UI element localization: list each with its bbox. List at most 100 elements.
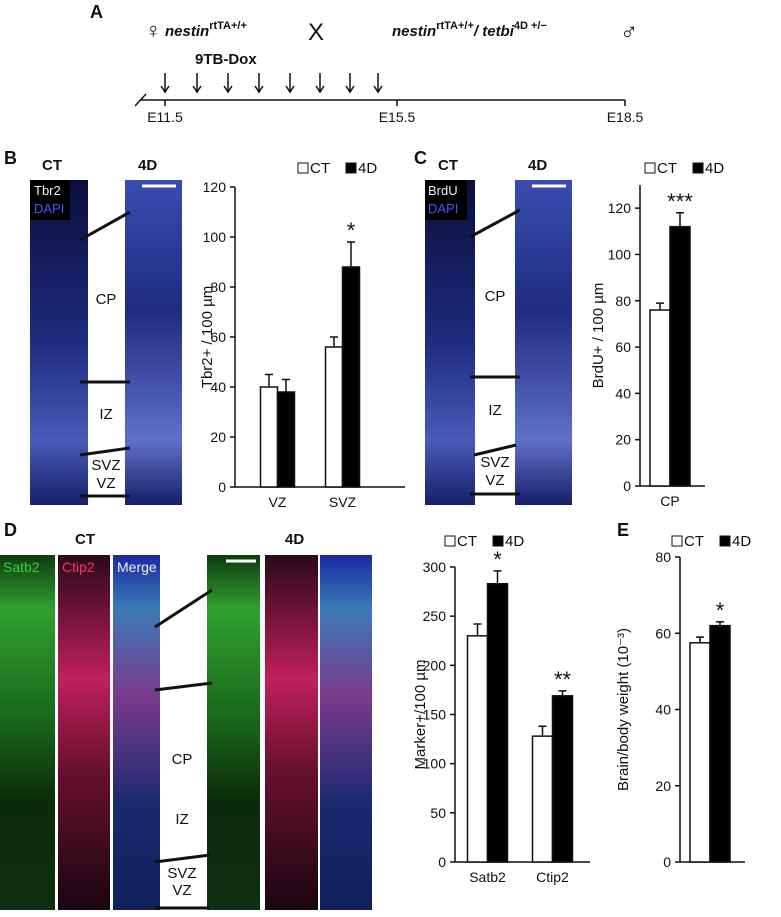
micrograph xyxy=(58,555,110,910)
legend-label: 4D xyxy=(505,533,524,550)
error-bar xyxy=(282,378,290,392)
zone-label: IZ xyxy=(175,811,188,828)
y-tick-label: 20 xyxy=(615,432,631,448)
error-bar xyxy=(558,690,567,696)
zone-label: IZ xyxy=(99,406,112,423)
legend-swatch xyxy=(345,162,357,174)
y-tick-label: 100 xyxy=(423,756,447,772)
allele: rtTA+/+ xyxy=(209,20,247,32)
y-tick-label: 200 xyxy=(423,657,447,673)
x-tick-label: VZ xyxy=(269,494,287,510)
genotype: nestinrtTA+/+ xyxy=(165,20,247,40)
group-label: 4D xyxy=(528,157,547,174)
genotype: nestinrtTA+/+/ tetbi4D +/− xyxy=(392,20,547,40)
legend-swatch xyxy=(297,162,309,174)
error-bar xyxy=(265,373,273,387)
significance: * xyxy=(493,547,502,572)
timeline xyxy=(134,93,626,107)
y-tick-label: 0 xyxy=(623,478,631,494)
significance: *** xyxy=(667,189,693,214)
error-bar xyxy=(493,570,502,584)
stain-label: Satb2 xyxy=(3,559,40,575)
allele: 4D +/− xyxy=(514,20,547,32)
y-tick-label: 80 xyxy=(210,279,226,295)
y-tick-label: 80 xyxy=(615,293,631,309)
panel-label: E xyxy=(617,520,629,540)
zone-label: VZ xyxy=(172,882,191,899)
gene: / tetbi xyxy=(473,23,515,40)
y-axis-label: Tbr2+ / 100 µm xyxy=(199,286,216,388)
error-bar xyxy=(347,241,355,267)
y-tick-label: 60 xyxy=(655,625,671,641)
y-axis-label: Marker+/100 µm xyxy=(412,660,429,770)
legend-label: 4D xyxy=(705,160,724,177)
bar xyxy=(341,266,361,488)
panel-label: D xyxy=(4,520,17,540)
y-tick-label: 0 xyxy=(663,854,671,870)
y-tick-label: 20 xyxy=(655,778,671,794)
panel-label: C xyxy=(414,148,427,168)
stain-label: BrdU xyxy=(428,183,458,198)
cross: X xyxy=(308,19,324,46)
error-bar xyxy=(538,725,547,737)
micrograph xyxy=(320,555,372,910)
bar xyxy=(259,386,279,488)
legend-label: CT xyxy=(684,533,704,550)
y-tick-label: 300 xyxy=(423,559,447,575)
y-tick-label: 50 xyxy=(430,805,446,821)
significance: * xyxy=(716,598,725,623)
zone-label: CP xyxy=(485,288,506,305)
zone-label: IZ xyxy=(488,402,501,419)
y-tick-label: 150 xyxy=(423,707,447,723)
y-tick-label: 40 xyxy=(615,385,631,401)
legend-swatch xyxy=(692,162,704,174)
group-label: CT xyxy=(75,531,95,548)
y-tick-label: 250 xyxy=(423,608,447,624)
legend-swatch xyxy=(719,535,731,547)
bar xyxy=(276,391,296,488)
legend-swatch xyxy=(444,535,456,547)
timepoint: E11.5 xyxy=(147,109,183,125)
y-axis-label: BrdU+ / 100 µm xyxy=(590,283,607,389)
bar xyxy=(709,624,731,863)
zone-label: VZ xyxy=(96,475,115,492)
y-tick-label: 40 xyxy=(210,379,226,395)
stain-label: Merge xyxy=(117,559,157,575)
y-tick-label: 20 xyxy=(210,429,226,445)
micrograph xyxy=(515,180,572,505)
zone-lines xyxy=(469,208,521,496)
legend-swatch xyxy=(671,535,683,547)
y-tick-label: 0 xyxy=(218,479,226,495)
treatment: 9TB-Dox xyxy=(195,51,257,68)
y-tick-label: 40 xyxy=(655,702,671,718)
error-bar xyxy=(676,212,684,227)
micrograph xyxy=(113,555,160,910)
bar xyxy=(486,582,509,863)
zone-label: SVZ xyxy=(167,865,196,882)
bar xyxy=(551,695,574,863)
bar xyxy=(649,309,671,487)
gene: nestin xyxy=(165,23,209,40)
zone-lines xyxy=(79,210,131,498)
error-bar xyxy=(696,636,704,643)
zone-label: VZ xyxy=(485,472,504,489)
error-bar xyxy=(330,336,338,347)
y-tick-label: 0 xyxy=(438,854,446,870)
group-label: CT xyxy=(438,157,458,174)
timepoint: E18.5 xyxy=(607,109,644,125)
bar xyxy=(669,225,691,487)
zone-lines xyxy=(154,588,213,910)
x-tick-label: CP xyxy=(660,493,679,509)
dox-arrows xyxy=(160,73,383,94)
timepoint: E15.5 xyxy=(379,109,416,125)
legend-label: 4D xyxy=(358,160,377,177)
stain-label: DAPI xyxy=(428,201,458,216)
micrograph xyxy=(207,555,260,910)
micrograph xyxy=(125,180,182,505)
micrograph xyxy=(0,555,55,910)
significance: * xyxy=(347,218,356,243)
legend-label: CT xyxy=(457,533,477,550)
x-tick-label: SVZ xyxy=(329,494,357,510)
female-symbol: ♀ xyxy=(145,18,162,43)
